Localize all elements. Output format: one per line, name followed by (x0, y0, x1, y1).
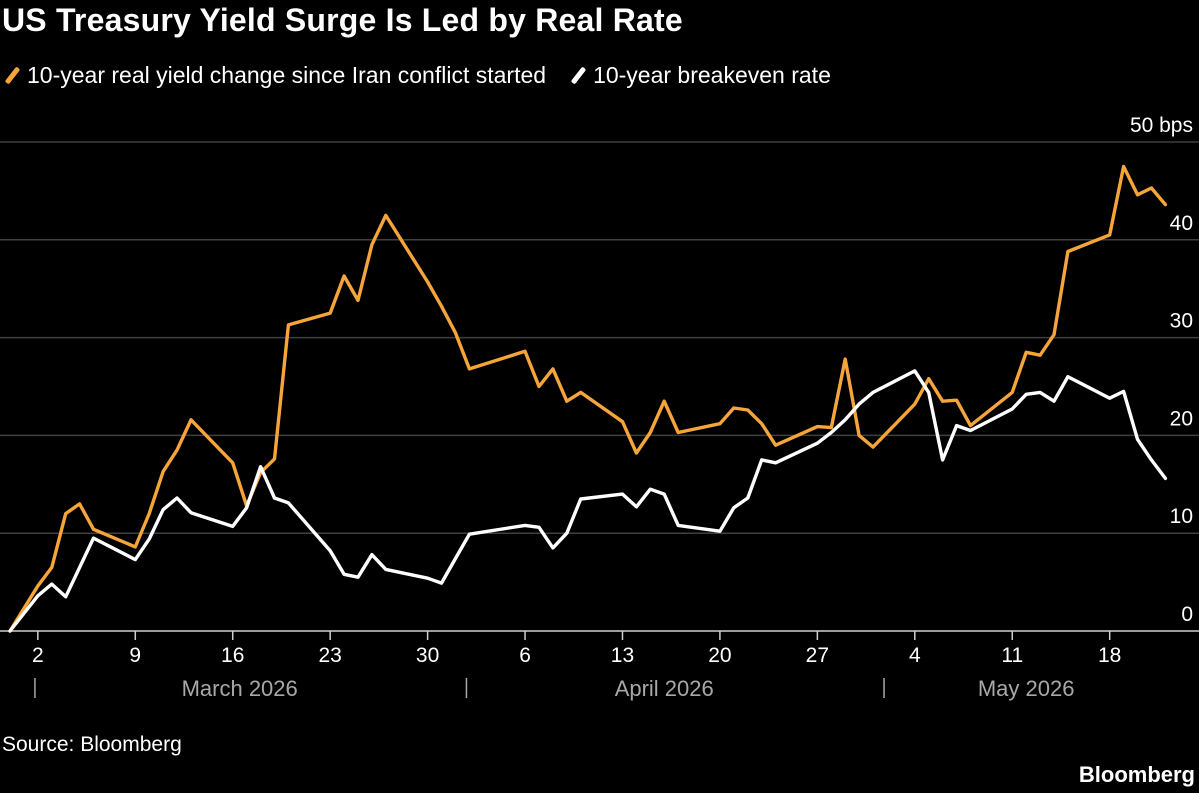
series-line-real-yield (8, 164, 1168, 633)
legend-label-breakeven: 10-year breakeven rate (593, 61, 831, 88)
y-tick-label-10: 10 (1170, 505, 1193, 528)
month-label-1: April 2026 (615, 676, 714, 701)
x-tick-label-2026-05-11: 11 (1001, 644, 1023, 667)
x-tick-label-2026-03-30: 30 (416, 644, 439, 667)
bloomberg-logo: Bloomberg (1078, 762, 1195, 787)
legend-item-breakeven: 10-year breakeven rate (570, 62, 831, 89)
x-tick-label-2026-03-09: 9 (129, 644, 141, 667)
legend-label-real-yield: 10-year real yield change since Iran con… (27, 61, 547, 88)
legend: 10-year real yield change since Iran con… (4, 60, 855, 90)
x-tick-label-2026-03-23: 23 (318, 644, 341, 667)
source-note: Source: Bloomberg (2, 733, 182, 756)
y-tick-label-0: 0 (1181, 603, 1193, 626)
x-tick-label-2026-04-06: 6 (519, 644, 531, 667)
legend-item-real-yield: 10-year real yield change since Iran con… (4, 62, 546, 89)
chart-title: US Treasury Yield Surge Is Led by Real R… (2, 2, 683, 38)
x-tick-label-2026-04-20: 20 (708, 644, 731, 667)
y-tick-label-30: 30 (1170, 310, 1193, 333)
month-label-0: March 2026 (182, 676, 298, 701)
month-label-2: May 2026 (978, 676, 1075, 701)
x-tick-label-2026-03-16: 16 (221, 644, 244, 667)
x-tick-label-2026-04-27: 27 (806, 644, 829, 667)
x-tick-label-2026-05-04: 4 (909, 644, 921, 667)
x-tick-label-2026-05-18: 18 (1098, 644, 1121, 667)
y-tick-label-20: 20 (1170, 407, 1193, 430)
y-tick-label-40: 40 (1170, 212, 1193, 235)
x-tick-label-2026-04-13: 13 (611, 644, 634, 667)
x-tick-label-2026-03-02: 2 (32, 644, 44, 667)
y-tick-label-50: 50 bps (1130, 114, 1193, 137)
series-line-breakeven (8, 369, 1168, 633)
